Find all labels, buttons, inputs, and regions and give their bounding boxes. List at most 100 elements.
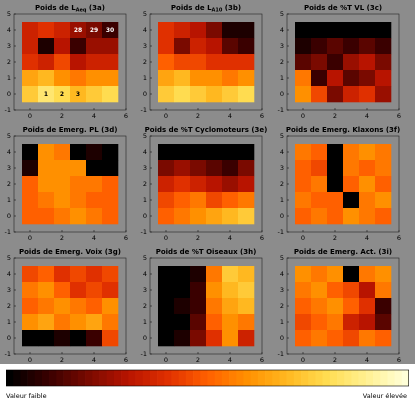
heatmap-cell bbox=[102, 314, 119, 331]
heatmap-cell bbox=[86, 314, 103, 331]
heatmap-cell bbox=[327, 160, 344, 177]
y-tick-label: 2 bbox=[143, 302, 147, 310]
y-tick-label: 5 bbox=[143, 254, 147, 262]
y-tick-label: 4 bbox=[7, 270, 11, 278]
heatmap-cell bbox=[359, 208, 376, 225]
colorbar-step bbox=[20, 370, 28, 386]
heatmap-cell bbox=[38, 54, 55, 71]
heatmap-cell bbox=[311, 54, 328, 71]
heatmap-cell bbox=[222, 54, 239, 71]
y-tick-label: 4 bbox=[143, 270, 147, 278]
heatmap-cell bbox=[238, 144, 255, 161]
x-tick-label: 2 bbox=[333, 356, 337, 364]
x-tick-label: 0 bbox=[28, 112, 32, 120]
heatmap-grid: Poids de LAeq (3a)28 29 301 2 30 2 4 6543210-1P… bbox=[5, 4, 402, 364]
heatmap-cell bbox=[38, 192, 55, 209]
heatmap-cell bbox=[158, 86, 175, 103]
heatmap-cell bbox=[375, 144, 392, 161]
colorbar-step bbox=[63, 370, 72, 386]
heatmap-cell bbox=[70, 192, 87, 209]
x-tick-label: 0 bbox=[28, 234, 32, 242]
colorbar-step bbox=[365, 370, 374, 386]
heatmap-cell bbox=[174, 330, 191, 347]
x-tick-label: 6 bbox=[397, 356, 401, 364]
heatmap-cell bbox=[375, 86, 392, 103]
colorbar-step bbox=[250, 370, 259, 386]
heatmap-cell bbox=[22, 176, 39, 193]
colorbar-step bbox=[344, 370, 352, 386]
heatmap-cell bbox=[295, 208, 312, 225]
cell-number-label: 1 bbox=[44, 91, 48, 98]
y-tick-label: 0 bbox=[143, 212, 147, 220]
heatmap-cell bbox=[22, 266, 39, 283]
heatmap-cell bbox=[158, 330, 175, 347]
heatmap-cell bbox=[38, 22, 55, 39]
heatmap-cell bbox=[238, 176, 255, 193]
y-tick-label: 0 bbox=[280, 212, 284, 220]
y-tick-label: 0 bbox=[280, 334, 284, 342]
y-tick-label: 0 bbox=[7, 334, 11, 342]
heatmap-cell bbox=[295, 298, 312, 315]
colorbar-step bbox=[34, 370, 43, 386]
y-tick-label: 1 bbox=[280, 196, 284, 204]
heatmap-cell bbox=[295, 192, 312, 209]
heatmap-cell bbox=[158, 144, 175, 161]
cell-number-label: 29 bbox=[90, 27, 98, 34]
heatmap-cell bbox=[70, 266, 87, 283]
heatmap-cell bbox=[86, 330, 103, 347]
y-tick-label: 1 bbox=[7, 318, 11, 326]
y-tick-label: 5 bbox=[143, 132, 147, 140]
heatmap-cell bbox=[70, 330, 87, 347]
y-tick-label: 1 bbox=[280, 318, 284, 326]
colorbar-step bbox=[185, 370, 194, 386]
heatmap-cell bbox=[222, 266, 239, 283]
panel-3b: Poids de LA10 (3b) 0 2 4 6 5 4 3 2 1 0 -1 bbox=[141, 4, 265, 120]
heatmap-cell bbox=[102, 192, 119, 209]
heatmap-cell bbox=[295, 266, 312, 283]
x-tick-label: 2 bbox=[196, 234, 200, 242]
heatmap-cell bbox=[22, 70, 39, 87]
heatmap-cell bbox=[359, 160, 376, 177]
heatmap-cell bbox=[295, 144, 312, 161]
colorbar-frame bbox=[6, 369, 409, 387]
colorbar-step bbox=[387, 370, 395, 386]
y-tick-label: 0 bbox=[7, 90, 11, 98]
y-tick-label: 4 bbox=[280, 26, 284, 34]
heatmap-cell bbox=[343, 176, 360, 193]
y-tick-label: 1 bbox=[7, 74, 11, 82]
heatmap-cell bbox=[190, 86, 207, 103]
y-tick-label: 4 bbox=[280, 148, 284, 156]
heatmap-cell bbox=[222, 22, 239, 39]
heatmap-cell bbox=[22, 192, 39, 209]
y-tick-label: 3 bbox=[143, 286, 147, 294]
heatmap-cell bbox=[206, 298, 223, 315]
heatmap-cell bbox=[38, 86, 55, 103]
y-tick-label: 5 bbox=[7, 10, 11, 18]
colorbar-step bbox=[56, 370, 64, 386]
heatmap-cell bbox=[206, 38, 223, 55]
y-tick-label: -1 bbox=[141, 350, 147, 358]
heatmap-cell bbox=[70, 70, 87, 87]
heatmap-cell bbox=[70, 314, 87, 331]
y-tick-label: 4 bbox=[7, 26, 11, 34]
heatmap-cell bbox=[86, 144, 103, 161]
colorbar-step bbox=[164, 370, 172, 386]
heatmap-cell bbox=[206, 282, 223, 299]
x-tick-label: 0 bbox=[301, 234, 305, 242]
heatmap-cell bbox=[54, 208, 71, 225]
colorbar-step bbox=[128, 370, 136, 386]
heatmap-cell bbox=[375, 22, 392, 39]
heatmap-cell bbox=[359, 192, 376, 209]
heatmap-cell bbox=[375, 266, 392, 283]
heatmap-cell bbox=[190, 70, 207, 87]
cell-number-label: 28 bbox=[74, 27, 82, 34]
colorbar-step bbox=[380, 370, 388, 386]
heatmap-cell bbox=[206, 208, 223, 225]
heatmap-cell bbox=[238, 54, 255, 71]
panel-title: Poids de %T VL (3c) bbox=[304, 4, 382, 12]
heatmap-cell bbox=[206, 266, 223, 283]
colorbar-step bbox=[401, 370, 409, 386]
x-tick-label: 6 bbox=[260, 356, 264, 364]
heatmap-cell bbox=[174, 298, 191, 315]
